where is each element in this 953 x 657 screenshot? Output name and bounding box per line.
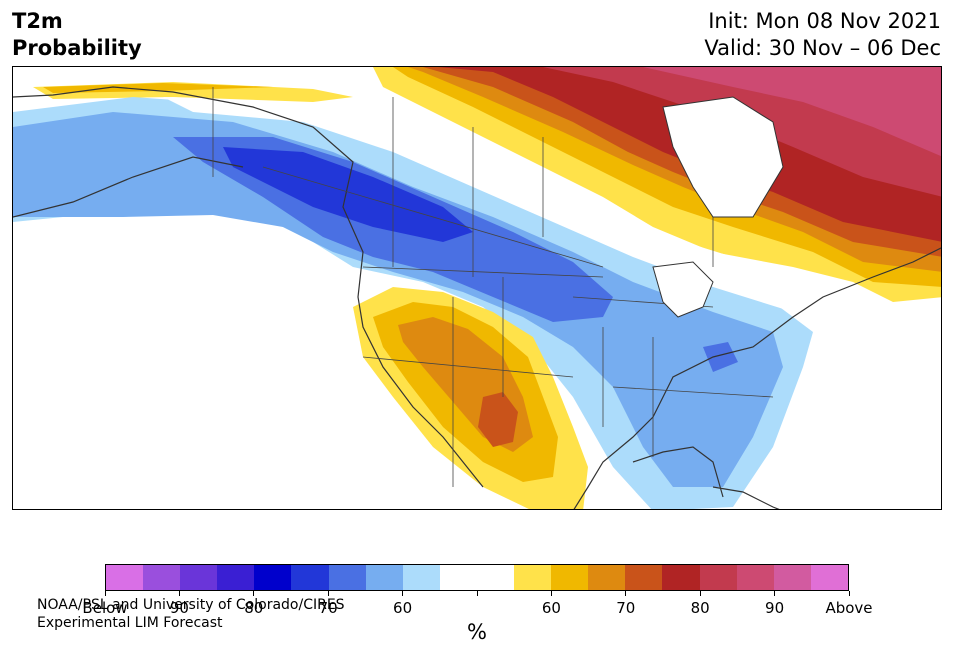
colorbar-tick-label: 80 [690,599,710,617]
above-70-region-northwest [43,83,273,93]
colorbar-segment [143,565,181,590]
colorbar-tick [253,591,255,596]
colorbar-tick [402,591,404,596]
colorbar-segment [365,565,403,590]
colorbar-segment [439,565,477,590]
colorbar-tick-label: Above [825,599,873,617]
init-date: Init: Mon 08 Nov 2021 [708,9,941,33]
colorbar-unit: % [467,620,487,644]
colorbar-segment [699,565,737,590]
colorbar-tick [699,591,701,596]
colorbar-segment [736,565,774,590]
chart-title: T2m Probability [12,8,142,62]
colorbar-tick [476,591,478,596]
title-line-1: T2m [12,9,63,33]
colorbar-segment [625,565,663,590]
title-line-2: Probability [12,36,142,60]
colorbar-tick [104,591,106,596]
colorbar-tick-label: 90 [765,599,785,617]
above-80-region-southwest [478,392,518,447]
colorbar-tick [625,591,627,596]
colorbar-tick-label: Below [82,599,128,617]
colorbar-tick-label: 90 [169,599,189,617]
below-80-region-east [703,342,738,372]
colorbar-tick [550,591,552,596]
coastlines [13,86,941,509]
colorbar-tick-label: 60 [541,599,561,617]
colorbar-segment [810,565,848,590]
colorbar [105,564,849,591]
credit-line-1: NOAA/PSL and University of Colorado/CIRE… [37,597,345,613]
colorbar-tick-label: 60 [393,599,413,617]
colorbar-tick [774,591,776,596]
credit-text: NOAA/PSL and University of Colorado/CIRE… [37,596,345,632]
colorbar-segment [180,565,218,590]
colorbar-tick [327,591,329,596]
colorbar-segment [217,565,255,590]
valid-range: Valid: 30 Nov – 06 Dec [704,36,941,60]
colorbar-tick-label: 70 [616,599,636,617]
colorbar-segment [773,565,811,590]
colorbar-tick [178,591,180,596]
above-95-region-north [643,67,941,157]
colorbar-segment [514,565,552,590]
colorbar-segment [662,565,700,590]
below-90-region [223,147,473,242]
borders [212,87,774,487]
forecast-map [12,66,942,510]
colorbar-tick-label: 80 [244,599,264,617]
colorbar-segment [106,565,144,590]
below-70-region [13,112,783,487]
colorbar-segment [588,565,626,590]
colorbar-tick [848,591,850,596]
hudson-bay [662,96,784,218]
colorbar-segment [328,565,366,590]
colorbar-segment [402,565,440,590]
forecast-dates: Init: Mon 08 Nov 2021 Valid: 30 Nov – 06… [704,8,941,62]
colorbar-segment [476,565,515,590]
great-lakes [652,261,714,318]
colorbar-tick-label: 70 [318,599,338,617]
map-svg [13,67,941,509]
credit-line-2: Experimental LIM Forecast [37,615,223,631]
colorbar-segment [254,565,292,590]
colorbar-segment [551,565,589,590]
colorbar-segment [291,565,329,590]
